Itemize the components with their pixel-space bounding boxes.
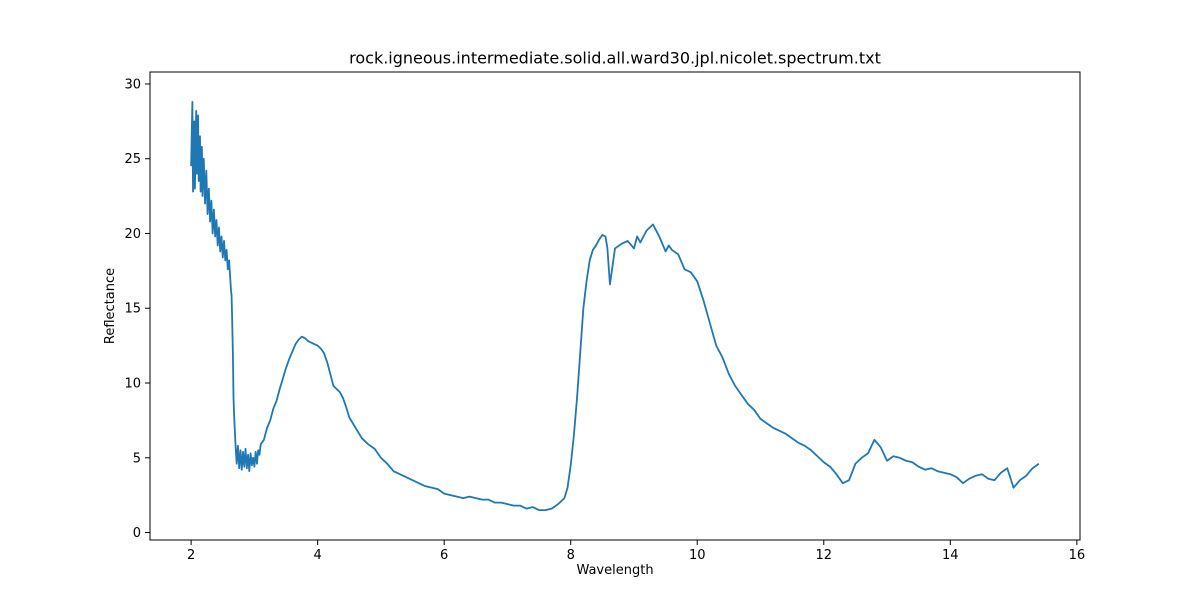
axes-frame — [149, 71, 1081, 541]
series-line-1 — [190, 101, 1040, 511]
y-tick-label: 10 — [124, 377, 141, 392]
y-tick-label: 15 — [124, 302, 141, 317]
y-tick-label: 30 — [124, 77, 141, 92]
x-tick-label: 14 — [942, 548, 959, 563]
y-axis-label: Reflectance — [103, 268, 118, 344]
x-tick-label: 6 — [440, 548, 448, 563]
x-tick-label: 8 — [567, 548, 575, 563]
x-tick-label: 10 — [689, 548, 706, 563]
plot-area: 2 4 6 8 10 12 14 16 0 5 10 15 20 25 30 — [124, 71, 1086, 563]
y-tick-label: 20 — [124, 227, 141, 242]
x-tick-label: 4 — [314, 548, 322, 563]
x-tick-label: 12 — [816, 548, 833, 563]
x-axis-label: Wavelength — [576, 563, 653, 578]
chart-title: rock.igneous.intermediate.solid.all.ward… — [349, 49, 881, 68]
x-tick-label: 16 — [1069, 548, 1086, 563]
y-tick-label: 0 — [133, 526, 141, 541]
y-tick-label: 5 — [133, 451, 141, 466]
y-tick-label: 25 — [124, 152, 141, 167]
x-tick-label: 2 — [187, 548, 195, 563]
